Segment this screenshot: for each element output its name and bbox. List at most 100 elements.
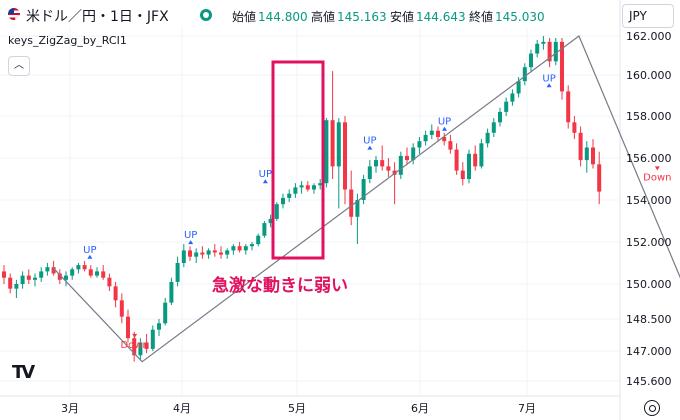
candle-body [163,302,168,324]
candle-body [26,275,31,280]
candlesticks [2,36,602,362]
candle-body [473,153,478,167]
currency-select[interactable]: JPY [622,4,674,28]
candle-body [436,130,440,137]
candle-body [51,267,56,274]
collapse-legend-button[interactable]: ︿ [8,56,30,76]
candle-body [194,252,199,257]
candle-body [417,141,422,148]
time-tick-label: 6月 [411,402,429,415]
annotation-highlight-box [271,60,325,260]
candle-body [101,271,106,278]
candle-body [374,160,378,167]
candle-body [57,273,62,280]
candle-body [398,155,403,175]
candle-body [113,286,118,301]
candle-body [8,277,13,289]
candle-body [529,53,533,68]
price-tick-label: 150.000 [626,278,672,291]
candle-body [144,342,149,349]
candle-body [305,185,310,190]
gear-icon[interactable] [644,400,660,416]
candle-body [181,250,186,263]
up-triangle-icon [262,179,268,184]
candle-body [491,122,496,133]
candle-body [20,275,25,284]
time-tick-label: 3月 [61,402,79,415]
candle-body [380,160,385,167]
candle-body [2,271,6,278]
candle-body [45,267,50,272]
price-axis[interactable]: 162.000 160.000 158.000 156.000 154.000 152.0… [626,30,672,388]
candle-body [448,141,453,150]
time-axis[interactable]: 3月 4月 5月 6月 7月 [61,402,536,415]
candle-body [219,252,223,255]
candle-body [560,41,564,92]
candle-body [82,265,87,270]
candle-body [175,263,180,282]
candle-body [157,323,161,330]
price-tick-label: 145.600 [626,375,672,388]
candle-body [423,134,428,142]
symbol-title[interactable]: 米ドル／円・1日・JFX [26,9,169,25]
candle-body [287,193,292,198]
candle-body [330,120,335,167]
time-tick-label: 5月 [288,402,306,415]
chart-grid [0,28,620,396]
candle-body [268,218,273,224]
price-tick-label: 162.000 [626,30,672,43]
time-tick-label: 7月 [518,402,536,415]
candle-body [169,281,174,303]
candle-body [411,147,416,161]
candle-body [119,300,124,317]
candle-body [64,275,68,280]
candle-body [343,122,347,190]
candle-body [392,170,397,175]
candle-body [318,183,323,186]
down-triangle-icon [132,333,138,338]
candle-body [88,269,93,276]
down-signal-label: Down [643,172,671,183]
price-tick-label: 156.000 [626,152,672,165]
up-signal-label: UP [184,230,197,241]
candle-body [188,250,192,257]
candle-body [553,41,558,62]
candle-body [200,252,205,255]
candle-body [547,41,552,62]
up-triangle-icon [367,145,373,150]
up-signal-label: UP [259,169,272,180]
candle-body [76,265,81,270]
candle-body [256,235,261,245]
ohlc-high: 高値 145.163 [311,10,387,24]
candle-body [138,342,143,356]
candle-body [467,153,471,179]
candle-body [39,271,44,278]
candle-body [206,250,211,255]
candle-body [237,246,242,251]
candle-body [336,122,341,167]
candle-body [312,185,316,190]
candle-body [572,122,577,133]
candle-body [541,41,546,44]
tradingview-logo[interactable]: TV [12,362,35,383]
candle-body [293,187,298,194]
candle-body [584,147,589,161]
candle-body [498,111,502,123]
candle-body [566,91,571,123]
candle-body [250,244,254,247]
candle-body [485,132,490,144]
up-triangle-icon [442,126,448,131]
candle-body [405,155,409,161]
candle-body [299,185,304,188]
market-status-icon [200,9,212,21]
candle-body [132,338,137,356]
candle-body [349,189,354,217]
indicator-legend[interactable]: keys_ZigZag_by_RCI1 [8,34,127,47]
up-signal-label: UP [363,136,376,147]
down-triangle-icon [654,166,660,171]
candle-body [126,316,130,339]
candle-body [274,204,279,219]
candle-body [70,269,75,276]
time-tick-label: 4月 [173,402,191,415]
